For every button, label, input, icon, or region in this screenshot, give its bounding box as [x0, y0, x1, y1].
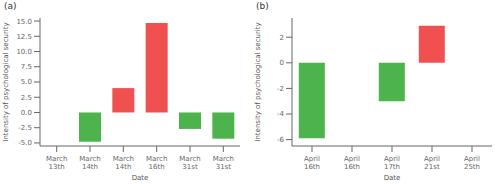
svg-text:March31st: March31st [179, 155, 200, 171]
svg-text:0.0: 0.0 [21, 109, 32, 117]
svg-text:Date: Date [132, 174, 149, 180]
svg-text:5.0: 5.0 [21, 78, 32, 86]
svg-text:12.5: 12.5 [16, 33, 32, 41]
svg-text:March14th: March14th [113, 155, 134, 171]
svg-text:-4: -4 [277, 110, 285, 118]
svg-text:April16th: April16th [344, 155, 360, 171]
svg-text:March31st: March31st [213, 155, 234, 171]
svg-text:-5.0: -5.0 [18, 139, 32, 147]
html-text:(a): (a) [4, 1, 17, 11]
svg-text:2: 2 [280, 34, 284, 42]
svg-text:2.5: 2.5 [21, 94, 32, 102]
svg-text:April25th: April25th [464, 155, 480, 171]
svg-text:April17th: April17th [384, 155, 400, 171]
svg-text:-2: -2 [277, 85, 284, 93]
svg-text:10.0: 10.0 [16, 48, 32, 56]
svg-text:-2.5: -2.5 [18, 124, 32, 132]
svg-text:0: 0 [280, 59, 284, 67]
svg-text:Intensity of psychological sec: Intensity of psychological security [8, 22, 10, 141]
svg-text:Date: Date [384, 174, 401, 180]
svg-text:-6: -6 [277, 136, 285, 144]
svg-text:7.5: 7.5 [21, 63, 32, 71]
svg-text:April21st: April21st [424, 155, 440, 171]
svg-text:March13th: March13th [46, 155, 67, 171]
svg-text:Intensity of psychological sec: Intensity of psychological security [254, 22, 262, 141]
svg-text:April16th: April16th [304, 155, 320, 171]
html-text:(b): (b) [256, 1, 269, 11]
svg-text:March14th: March14th [79, 155, 100, 171]
svg-text:15.0: 15.0 [16, 18, 32, 26]
svg-text:March16th: March16th [146, 155, 167, 171]
